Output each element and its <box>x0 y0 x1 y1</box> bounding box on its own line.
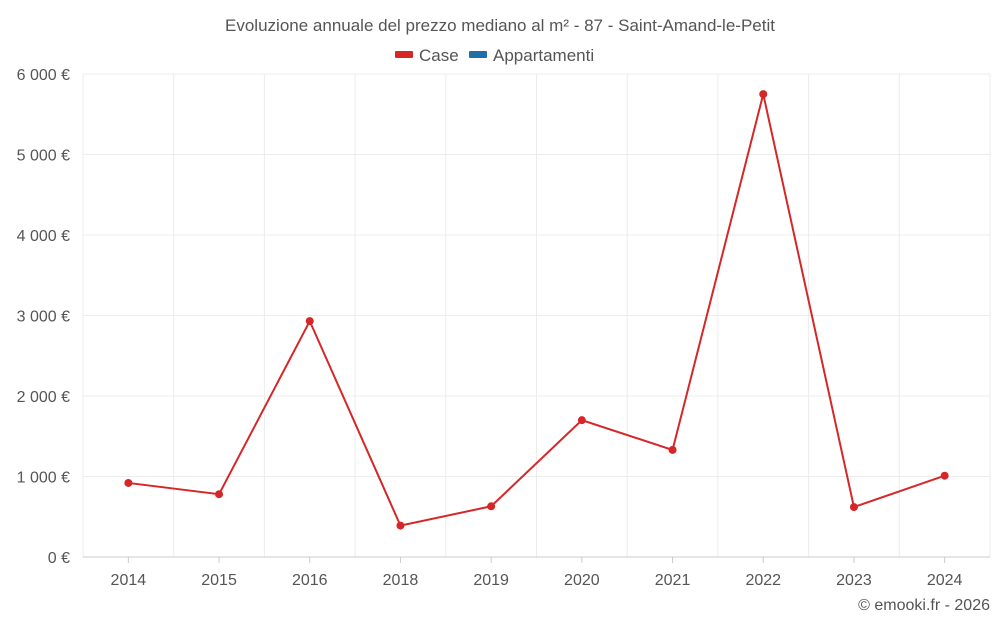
data-point-2021[interactable] <box>668 445 677 454</box>
legend-swatch <box>395 51 413 58</box>
data-point-2018[interactable] <box>396 521 405 530</box>
x-tick-label: 2024 <box>927 572 963 589</box>
data-point-2014[interactable] <box>124 478 133 487</box>
legend-swatch <box>469 51 487 58</box>
x-tick-label: 2018 <box>383 572 419 589</box>
x-tick-label: 2020 <box>564 572 600 589</box>
legend-label: Case <box>419 46 459 65</box>
x-tick-label: 2016 <box>292 572 328 589</box>
legend-item-appartamenti[interactable]: Appartamenti <box>469 46 594 65</box>
gridlines <box>82 73 991 557</box>
x-tick-label: 2022 <box>745 572 781 589</box>
y-tick-label: 5 000 € <box>17 148 70 165</box>
legend-item-case[interactable]: Case <box>395 46 459 65</box>
data-point-2016[interactable] <box>305 317 314 326</box>
data-point-2022[interactable] <box>759 90 768 99</box>
y-tick-label: 3 000 € <box>17 309 70 326</box>
x-tick-label: 2023 <box>836 572 872 589</box>
y-tick-label: 6 000 € <box>17 67 70 84</box>
y-tick-label: 4 000 € <box>17 228 70 245</box>
legend-label: Appartamenti <box>493 46 594 65</box>
data-point-2019[interactable] <box>487 502 496 511</box>
y-tick-label: 2 000 € <box>17 389 70 406</box>
x-tick-label: 2015 <box>201 572 237 589</box>
y-tick-label: 0 € <box>48 550 70 567</box>
data-point-2015[interactable] <box>215 490 224 499</box>
series-layer <box>124 90 949 530</box>
x-tick-label: 2014 <box>111 572 147 589</box>
chart-title: Evoluzione annuale del prezzo mediano al… <box>225 16 775 35</box>
data-point-2024[interactable] <box>940 471 949 480</box>
series-line-case <box>128 93 945 527</box>
y-tick-label: 1 000 € <box>17 470 70 487</box>
axes: 0 € 1 000 € 2 000 € 3 000 € 4 000 € 5 000 € 6 … <box>17 67 990 589</box>
legend: Case Appartamenti <box>395 46 594 65</box>
x-tick-label: 2019 <box>473 572 509 589</box>
x-tick-label: 2021 <box>655 572 691 589</box>
data-point-2020[interactable] <box>577 416 586 425</box>
data-point-2023[interactable] <box>849 503 858 512</box>
credit-text: © emooki.fr - 2026 <box>858 597 990 614</box>
